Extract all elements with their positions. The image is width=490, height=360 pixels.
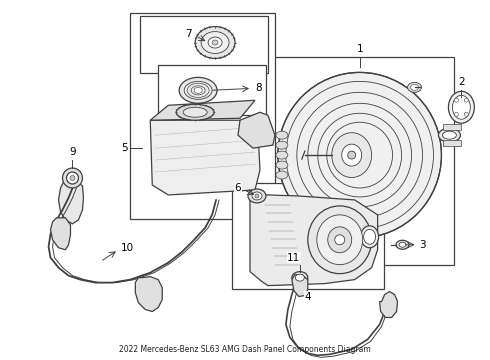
Bar [443, 140, 462, 146]
Ellipse shape [63, 168, 82, 188]
Bar [130, 13, 275, 219]
Ellipse shape [308, 206, 371, 274]
Ellipse shape [348, 151, 356, 159]
Ellipse shape [361, 226, 379, 248]
Text: 10: 10 [121, 243, 133, 253]
Ellipse shape [399, 242, 406, 247]
Ellipse shape [195, 27, 235, 58]
Bar [232, 183, 384, 289]
Ellipse shape [454, 112, 459, 116]
Ellipse shape [179, 77, 217, 103]
Ellipse shape [208, 37, 222, 48]
Text: 11: 11 [287, 253, 300, 263]
Text: 8: 8 [255, 84, 262, 93]
Ellipse shape [278, 72, 441, 238]
Text: 7: 7 [186, 28, 192, 39]
Ellipse shape [276, 161, 288, 169]
Text: 2: 2 [458, 77, 465, 87]
Polygon shape [250, 195, 378, 285]
Polygon shape [292, 275, 308, 297]
Ellipse shape [452, 95, 470, 119]
Ellipse shape [255, 194, 259, 198]
Ellipse shape [183, 107, 207, 117]
Ellipse shape [295, 274, 304, 281]
Ellipse shape [248, 189, 266, 203]
Ellipse shape [70, 176, 75, 180]
Ellipse shape [212, 40, 218, 45]
Text: 6: 6 [234, 183, 241, 193]
Ellipse shape [276, 151, 288, 159]
Text: 3: 3 [419, 240, 426, 250]
Ellipse shape [67, 172, 78, 184]
Text: 9: 9 [69, 147, 76, 157]
Ellipse shape [332, 133, 371, 177]
Bar [158, 66, 266, 115]
Bar [443, 124, 462, 130]
Ellipse shape [194, 87, 202, 93]
Polygon shape [238, 112, 275, 148]
Ellipse shape [276, 131, 288, 139]
Ellipse shape [252, 192, 262, 200]
Text: 1: 1 [356, 45, 363, 54]
Polygon shape [150, 100, 255, 120]
Ellipse shape [465, 112, 468, 116]
Ellipse shape [292, 272, 308, 284]
Ellipse shape [276, 171, 288, 179]
Ellipse shape [276, 141, 288, 149]
Ellipse shape [408, 82, 421, 92]
Ellipse shape [328, 227, 352, 253]
Ellipse shape [439, 128, 461, 142]
Ellipse shape [364, 229, 376, 244]
Ellipse shape [184, 81, 212, 99]
Ellipse shape [335, 235, 345, 245]
Polygon shape [135, 276, 162, 311]
Bar [140, 15, 268, 73]
Polygon shape [380, 292, 397, 318]
Ellipse shape [201, 32, 229, 54]
Ellipse shape [442, 131, 456, 139]
Ellipse shape [465, 98, 468, 102]
Ellipse shape [454, 98, 459, 102]
Bar [272, 58, 454, 265]
Ellipse shape [411, 84, 418, 90]
Ellipse shape [396, 240, 409, 249]
Ellipse shape [342, 144, 362, 166]
Polygon shape [150, 120, 260, 195]
Text: 5: 5 [121, 143, 127, 153]
Polygon shape [58, 178, 83, 224]
Polygon shape [50, 218, 71, 250]
Text: 2022 Mercedes-Benz SL63 AMG Dash Panel Components Diagram: 2022 Mercedes-Benz SL63 AMG Dash Panel C… [119, 345, 371, 354]
Ellipse shape [317, 215, 363, 265]
Ellipse shape [176, 104, 214, 120]
Text: 4: 4 [304, 292, 311, 302]
Ellipse shape [448, 91, 474, 123]
